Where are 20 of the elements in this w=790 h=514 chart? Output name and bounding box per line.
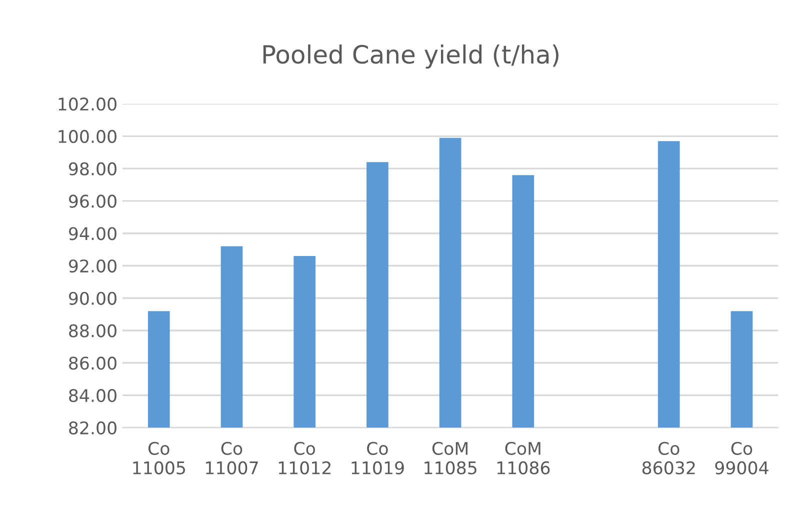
x-tick-label: CoM 11086 — [497, 442, 550, 474]
y-tick-label: 92.00 — [68, 259, 116, 273]
y-tick-label: 82.00 — [69, 421, 116, 434]
y-tick-label: 96.00 — [68, 194, 116, 208]
y-tick-label: 84.00 — [69, 388, 116, 402]
y-tick-label: 94.00 — [68, 227, 116, 240]
x-tick-label: Co 99004 — [715, 442, 768, 474]
x-tick-label: Co 11005 — [133, 442, 185, 474]
x-tick-label: Co 86032 — [642, 442, 695, 474]
y-tick-label: 86.00 — [69, 356, 116, 370]
y-tick-label: 100.00 — [58, 130, 116, 144]
x-tick-label: Co 11012 — [278, 442, 330, 474]
y-tick-label: 98.00 — [68, 162, 116, 176]
y-tick-label: 90.00 — [68, 292, 116, 305]
chart-title: Pooled Cane yield (t/ha) — [263, 44, 558, 69]
x-tick-label: Co 11019 — [352, 442, 404, 474]
y-tick-label: 102.00 — [58, 98, 116, 111]
y-tick-label: 88.00 — [69, 324, 116, 338]
x-tick-label: Co 11007 — [206, 442, 258, 474]
x-tick-label: CoM 11085 — [424, 442, 476, 474]
